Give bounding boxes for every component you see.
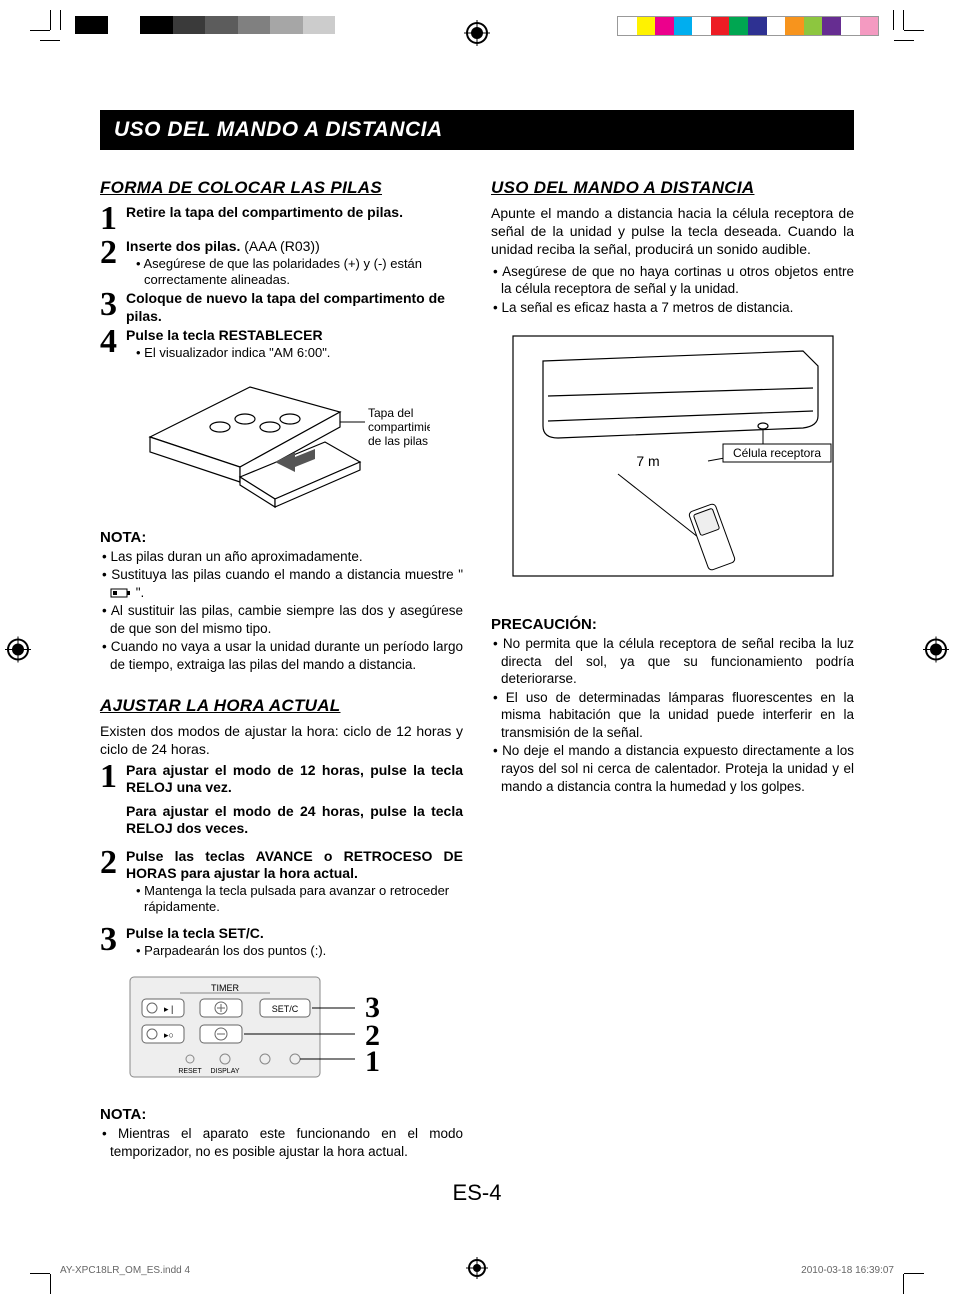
registration-mark-top [464,20,490,46]
section-heading-clock: AJUSTAR LA HORA ACTUAL [100,696,463,716]
ac-unit-diagram: 7 m Célula receptora [503,326,843,586]
step-body: Pulse la tecla SET/C. • Parpadearán los … [126,925,463,959]
bullet-item: No permita que la célula receptora de se… [491,635,854,688]
registration-mark-left [5,637,31,668]
note-item: Las pilas duran un año aproximadamente. [100,548,463,566]
step-body: Retire la tapa del compartimento de pila… [126,204,463,222]
right-column: USO DEL MANDO A DISTANCIA Apunte el mand… [491,168,854,1162]
remote-diagram: TIMER ▸ | SET/C ▸○ [120,969,463,1094]
page-number: ES-4 [100,1180,854,1206]
svg-text:DISPLAY: DISPLAY [210,1068,239,1075]
grayscale-bar [75,16,335,34]
bullet-item: No deje el mando a distancia expuesto di… [491,742,854,795]
step-number: 2 [100,846,126,880]
note-list-1: Las pilas duran un año aproximadamente.S… [100,548,463,674]
battery-diagram: Tapa del compartimiento de las pilas [130,367,463,517]
bullet-item: Asegúrese de que no haya cortinas u otro… [491,263,854,298]
note-heading-2: NOTA: [100,1106,463,1123]
usage-intro: Apunte el mando a distancia hacia la cél… [491,204,854,259]
svg-text:1: 1 [365,1045,380,1078]
usage-bullets: Asegúrese de que no haya cortinas u otro… [491,263,854,317]
clock-intro: Existen dos modos de ajustar la hora: ci… [100,722,463,758]
svg-text:▸○: ▸○ [164,1030,174,1040]
step-number: 3 [100,288,126,322]
step: 2 Pulse las teclas AVANCE o RETROCESO DE… [100,848,463,916]
left-column: FORMA DE COLOCAR LAS PILAS 1 Retire la t… [100,168,463,1162]
step-body: Inserte dos pilas. (AAA (R03)) • Asegúre… [126,238,463,288]
registration-mark-right [923,637,949,668]
printer-marks-bottom: AY-XPC18LR_OM_ES.indd 4 2010-03-18 16:39… [20,1244,934,1294]
step: 1 Para ajustar el modo de 12 horas, puls… [100,762,463,838]
svg-text:de las pilas: de las pilas [368,434,428,448]
caution-bullets: No permita que la célula receptora de se… [491,635,854,795]
step-body: Para ajustar el modo de 12 horas, pulse … [126,762,463,838]
svg-text:Célula receptora: Célula receptora [732,446,820,460]
step-number: 4 [100,325,126,359]
step-number: 1 [100,760,126,794]
step: 3 Pulse la tecla SET/C. • Parpadearán lo… [100,925,463,959]
step: 1 Retire la tapa del compartimento de pi… [100,204,463,236]
diagram-label-line1: Tapa del [368,406,413,420]
step-body: Pulse las teclas AVANCE o RETROCESO DE H… [126,848,463,916]
note-item: Mientras el aparato este funcionando en … [100,1125,463,1160]
bullet-item: La señal es eficaz hasta a 7 metros de d… [491,299,854,317]
step-body: Pulse la tecla RESTABLECER • El visualiz… [126,327,463,361]
page-content: USO DEL MANDO A DISTANCIA FORMA DE COLOC… [55,90,899,1224]
svg-text:RESET: RESET [178,1068,202,1075]
crop-mark-tl [30,10,70,50]
svg-text:▸ |: ▸ | [164,1004,173,1014]
bullet-item: El uso de determinadas lámparas fluoresc… [491,689,854,742]
step: 2 Inserte dos pilas. (AAA (R03)) • Asegú… [100,238,463,288]
svg-text:compartimiento: compartimiento [368,420,430,434]
caution-heading: PRECAUCIÓN: [491,616,854,633]
step-number: 2 [100,236,126,270]
note-list-2: Mientras el aparato este funcionando en … [100,1125,463,1160]
step-body: Coloque de nuevo la tapa del compartimen… [126,290,463,325]
section-heading-batteries: FORMA DE COLOCAR LAS PILAS [100,178,463,198]
step: 4 Pulse la tecla RESTABLECER • El visual… [100,327,463,361]
step-number: 3 [100,923,126,957]
section-heading-usage: USO DEL MANDO A DISTANCIA [491,178,854,198]
note-item: Sustituya las pilas cuando el mando a di… [100,566,463,601]
step: 3 Coloque de nuevo la tapa del compartim… [100,290,463,325]
footer-timestamp: 2010-03-18 16:39:07 [801,1265,894,1276]
note-heading-1: NOTA: [100,529,463,546]
registration-mark-bottom [466,1257,488,1282]
color-bar [617,16,879,36]
note-item: Cuando no vaya a usar la unidad durante … [100,638,463,673]
title-bar: USO DEL MANDO A DISTANCIA [100,110,854,150]
note-item: Al sustituir las pilas, cambie siempre l… [100,602,463,637]
printer-marks-top [20,10,934,60]
svg-text:SET/C: SET/C [272,1004,299,1014]
step-number: 1 [100,202,126,236]
crop-mark-tr [884,10,924,50]
label-timer: TIMER [211,983,239,993]
footer-filename: AY-XPC18LR_OM_ES.indd 4 [60,1265,190,1276]
svg-text:7 m: 7 m [636,453,659,469]
